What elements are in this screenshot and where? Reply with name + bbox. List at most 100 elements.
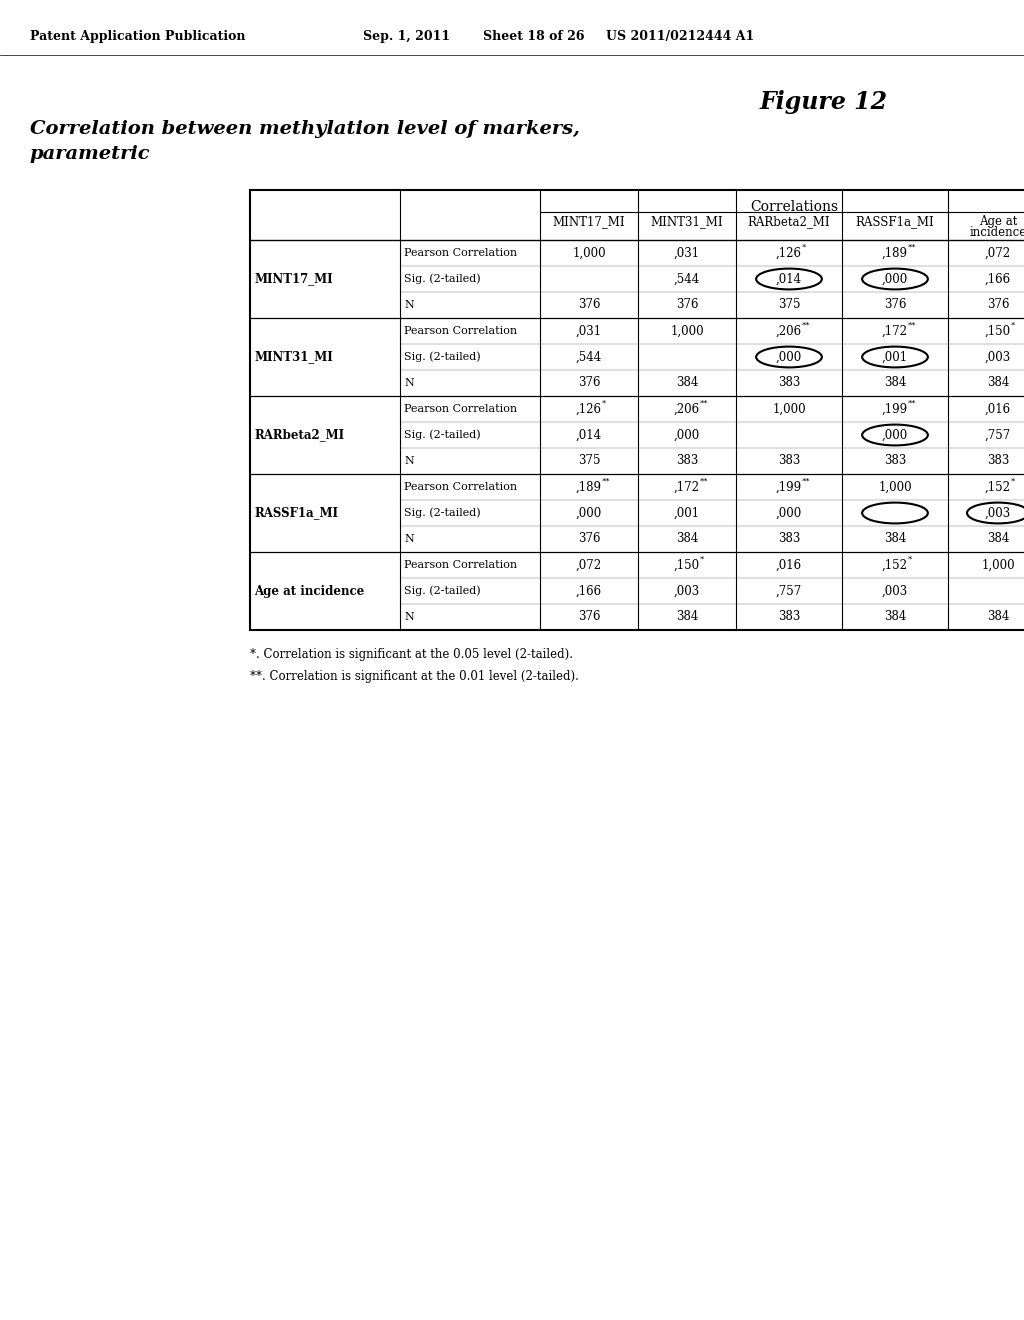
Text: ,206: ,206 (674, 403, 700, 416)
Text: Sep. 1, 2011: Sep. 1, 2011 (362, 30, 451, 44)
Text: incidence: incidence (970, 226, 1024, 239)
Text: parametric: parametric (30, 145, 151, 162)
Text: Sig. (2-tailed): Sig. (2-tailed) (404, 586, 480, 597)
Text: US 2011/0212444 A1: US 2011/0212444 A1 (606, 30, 755, 44)
Text: 376: 376 (987, 298, 1010, 312)
Text: Sig. (2-tailed): Sig. (2-tailed) (404, 273, 480, 284)
Text: ,199: ,199 (776, 480, 802, 494)
Text: **: ** (699, 478, 709, 486)
Text: 384: 384 (676, 610, 698, 623)
Text: 384: 384 (884, 610, 906, 623)
Text: ,126: ,126 (575, 403, 602, 416)
Text: ,199: ,199 (882, 403, 908, 416)
Text: *: * (802, 244, 806, 252)
Text: ,189: ,189 (882, 247, 908, 260)
Text: MINT31_MI: MINT31_MI (650, 215, 723, 228)
Text: ,003: ,003 (985, 507, 1011, 520)
Text: Pearson Correlation: Pearson Correlation (404, 404, 517, 414)
Text: 1,000: 1,000 (772, 403, 806, 416)
Text: ,014: ,014 (575, 429, 602, 441)
Text: RASSF1a_MI: RASSF1a_MI (254, 507, 338, 520)
Text: ,003: ,003 (674, 585, 700, 598)
Text: N: N (404, 612, 414, 622)
Text: *. Correlation is significant at the 0.05 level (2-tailed).: *. Correlation is significant at the 0.0… (250, 648, 573, 661)
Text: MINT17_MI: MINT17_MI (553, 215, 626, 228)
Text: Figure 12: Figure 12 (760, 90, 888, 114)
Text: ,000: ,000 (674, 429, 700, 441)
Text: ,757: ,757 (776, 585, 802, 598)
Text: 384: 384 (676, 532, 698, 545)
Text: Age at incidence: Age at incidence (254, 585, 365, 598)
Text: ,003: ,003 (882, 585, 908, 598)
Text: Correlation between methylation level of markers,: Correlation between methylation level of… (30, 120, 580, 139)
Text: 383: 383 (676, 454, 698, 467)
Text: ,000: ,000 (776, 507, 802, 520)
Text: RARbeta2_MI: RARbeta2_MI (748, 215, 830, 228)
Text: Correlations: Correlations (750, 201, 838, 214)
Text: Pearson Correlation: Pearson Correlation (404, 326, 517, 337)
Text: *: * (1011, 322, 1015, 330)
Text: 376: 376 (676, 298, 698, 312)
Text: ,189: ,189 (575, 480, 602, 494)
Text: ,072: ,072 (575, 558, 602, 572)
Text: ,150: ,150 (674, 558, 700, 572)
Text: ,000: ,000 (882, 272, 908, 285)
Text: ,544: ,544 (575, 351, 602, 363)
Bar (250, 190, 1024, 630)
Text: 1,000: 1,000 (572, 247, 606, 260)
Text: *: * (1011, 478, 1015, 486)
Text: **: ** (908, 244, 916, 252)
Text: 1,000: 1,000 (670, 325, 703, 338)
Text: ,031: ,031 (674, 247, 700, 260)
Text: **: ** (908, 400, 916, 408)
Text: 384: 384 (884, 376, 906, 389)
Text: Sheet 18 of 26: Sheet 18 of 26 (483, 30, 585, 44)
Text: ,126: ,126 (776, 247, 802, 260)
Text: ,001: ,001 (674, 507, 700, 520)
Text: ,031: ,031 (575, 325, 602, 338)
Text: **: ** (908, 322, 916, 330)
Text: MINT31_MI: MINT31_MI (254, 351, 333, 363)
Text: **: ** (802, 322, 810, 330)
Text: ,206: ,206 (776, 325, 802, 338)
Text: 383: 383 (778, 610, 800, 623)
Text: Pearson Correlation: Pearson Correlation (404, 248, 517, 257)
Text: 383: 383 (987, 454, 1010, 467)
Text: N: N (404, 455, 414, 466)
Text: N: N (404, 300, 414, 310)
Text: 375: 375 (578, 454, 600, 467)
Text: RASSF1a_MI: RASSF1a_MI (856, 215, 934, 228)
Text: ,172: ,172 (882, 325, 908, 338)
Text: ,016: ,016 (776, 558, 802, 572)
Text: ,757: ,757 (985, 429, 1011, 441)
Text: ,003: ,003 (985, 351, 1011, 363)
Text: 1,000: 1,000 (981, 558, 1015, 572)
Text: Age at: Age at (979, 215, 1017, 228)
Text: 376: 376 (578, 298, 600, 312)
Text: 384: 384 (676, 376, 698, 389)
Text: Sig. (2-tailed): Sig. (2-tailed) (404, 351, 480, 362)
Text: ,544: ,544 (674, 272, 700, 285)
Text: **: ** (699, 400, 709, 408)
Text: *: * (602, 400, 606, 408)
Text: *: * (699, 556, 705, 564)
Text: Sig. (2-tailed): Sig. (2-tailed) (404, 508, 480, 519)
Text: 384: 384 (987, 532, 1010, 545)
Text: ,150: ,150 (985, 325, 1011, 338)
Text: 376: 376 (578, 610, 600, 623)
Text: ,166: ,166 (985, 272, 1011, 285)
Text: Pearson Correlation: Pearson Correlation (404, 482, 517, 492)
Text: 384: 384 (884, 532, 906, 545)
Text: 376: 376 (578, 532, 600, 545)
Text: 383: 383 (778, 454, 800, 467)
Text: ,016: ,016 (985, 403, 1011, 416)
Text: MINT17_MI: MINT17_MI (254, 272, 333, 285)
Text: 383: 383 (884, 454, 906, 467)
Text: **: ** (802, 478, 810, 486)
Text: ,152: ,152 (882, 558, 908, 572)
Text: ,000: ,000 (882, 429, 908, 441)
Text: ,000: ,000 (575, 507, 602, 520)
Text: 383: 383 (778, 532, 800, 545)
Text: RARbeta2_MI: RARbeta2_MI (254, 429, 344, 441)
Text: ,166: ,166 (575, 585, 602, 598)
